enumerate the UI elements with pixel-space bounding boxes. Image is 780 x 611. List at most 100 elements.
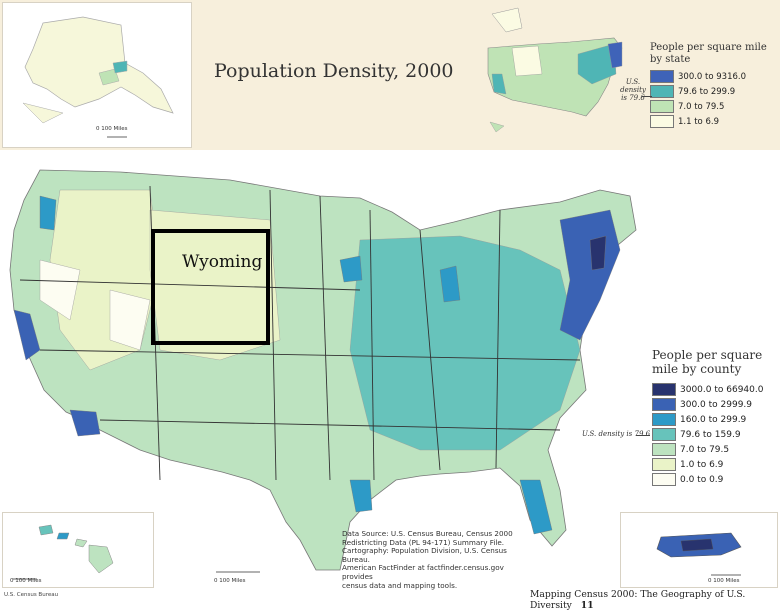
puerto-rico-map <box>656 532 742 576</box>
hawaii-mini <box>489 121 505 133</box>
alaska-scale-label: 0 100 Miles <box>96 126 128 132</box>
state-legend-label: 300.0 to 9316.0 <box>678 71 747 82</box>
state-border <box>99 419 561 431</box>
county-legend-swatch <box>652 428 676 441</box>
northeast-corridor <box>559 209 621 341</box>
state-legend-swatch <box>650 115 674 128</box>
alaska-region <box>112 60 128 74</box>
state-us-density-1: U.S. <box>625 78 641 86</box>
footer-publication: Mapping Census 2000: The Geography of U.… <box>530 589 746 611</box>
source-line: Redistricting Data (PL 94-171) Summary F… <box>342 537 505 547</box>
county-legend-swatch <box>652 413 676 426</box>
state-legend-swatch <box>650 85 674 98</box>
footer-page-number: 11 <box>580 600 594 611</box>
state-legend-row: 7.0 to 79.5 <box>650 99 767 114</box>
county-legend-label: 3000.0 to 66940.0 <box>680 384 764 395</box>
county-legend-row: 3000.0 to 66940.0 <box>652 382 763 397</box>
data-source-note: Data Source: U.S. Census Bureau, Census … <box>342 529 532 590</box>
state-legend-label: 1.1 to 6.9 <box>678 116 719 127</box>
state-us-density-note: U.S. density is 79.6 <box>618 78 648 102</box>
nevada-region <box>109 289 151 351</box>
county-legend-row: 300.0 to 2999.9 <box>652 397 763 412</box>
footer-title: Mapping Census 2000: The Geography of U.… <box>530 589 780 611</box>
seattle <box>39 195 57 231</box>
puerto-rico-region <box>680 538 714 552</box>
pr-scale-label: 0 100 Miles <box>708 578 740 584</box>
alaska-region <box>98 68 120 86</box>
state-border <box>19 279 361 291</box>
county-legend-label: 1.0 to 6.9 <box>680 459 724 470</box>
state-legend-title-1: People per square mile <box>650 42 767 53</box>
county-legend-row: 1.0 to 6.9 <box>652 457 763 472</box>
hawaii-island <box>74 538 88 548</box>
alaska-map <box>22 16 174 138</box>
nyc-metro <box>589 235 607 271</box>
state-legend-label: 79.6 to 299.9 <box>678 86 736 97</box>
state-legend-row: 79.6 to 299.9 <box>650 84 767 99</box>
county-legend-title-1: People per square <box>652 348 763 362</box>
state-density-tick <box>642 96 652 97</box>
state-legend-classes: 300.0 to 9316.0 79.6 to 299.9 7.0 to 79.… <box>650 69 767 129</box>
wyoming-highlight-box <box>151 229 270 345</box>
county-legend-label: 300.0 to 2999.9 <box>680 399 753 410</box>
state-legend-title-2: by state <box>650 54 691 65</box>
hawaii-island <box>38 524 54 536</box>
county-us-density-note: U.S. density is 79.6 <box>582 430 651 438</box>
east-medium-density <box>349 235 581 451</box>
county-legend-label: 0.0 to 0.9 <box>680 474 724 485</box>
houston <box>349 479 373 513</box>
alaska-inset <box>2 2 192 148</box>
county-density-map <box>9 169 637 571</box>
mountain-low-density <box>149 209 281 361</box>
county-legend-label: 160.0 to 299.9 <box>680 414 747 425</box>
county-legend-row: 0.0 to 0.9 <box>652 472 763 487</box>
county-legend-row: 7.0 to 79.5 <box>652 442 763 457</box>
state-legend-swatch <box>650 100 674 113</box>
footer-publisher: U.S. Census Bureau <box>4 592 59 598</box>
state-legend-row: 300.0 to 9316.0 <box>650 69 767 84</box>
county-legend-swatch <box>652 383 676 396</box>
minneapolis <box>339 255 363 283</box>
county-legend-title-2: mile by county <box>652 362 742 376</box>
state-border <box>269 189 277 481</box>
state-border <box>369 209 375 481</box>
alaska-mini <box>491 7 523 33</box>
state-mini-region <box>491 73 507 95</box>
source-line: Cartography: Population Division, U.S. C… <box>342 546 507 564</box>
hawaii-island <box>88 544 114 574</box>
county-legend-classes: 3000.0 to 66940.0 300.0 to 2999.9 160.0 … <box>652 382 763 487</box>
hawaii-scale-label: 0 100 Miles <box>10 578 42 584</box>
county-density-tick <box>636 435 650 436</box>
state-legend-swatch <box>650 70 674 83</box>
state-mini-region <box>577 43 617 85</box>
state-inset <box>482 4 628 144</box>
source-line: Data Source: U.S. Census Bureau, Census … <box>342 529 513 538</box>
state-borders <box>19 185 581 481</box>
los-angeles <box>69 409 101 437</box>
state-legend-row: 1.1 to 6.9 <box>650 114 767 129</box>
state-mini-region <box>607 41 623 69</box>
county-legend-label: 79.6 to 159.9 <box>680 429 741 440</box>
county-legend-row: 160.0 to 299.9 <box>652 412 763 427</box>
puerto-rico-inset <box>620 512 778 588</box>
state-border <box>419 229 441 471</box>
hawaii-island <box>56 532 70 540</box>
state-us-density-3: is 79.6 <box>621 94 645 102</box>
state-border <box>39 349 581 361</box>
chicago <box>439 265 461 303</box>
map-title: Population Density, 2000 <box>214 60 454 82</box>
county-legend-row: 79.6 to 159.9 <box>652 427 763 442</box>
aleutian-islands <box>22 102 64 124</box>
state-legend: People per square mile by state 300.0 to… <box>650 42 767 129</box>
state-border <box>319 195 331 481</box>
state-border <box>495 209 501 469</box>
county-legend-label: 7.0 to 79.5 <box>680 444 730 455</box>
wyoming-label: Wyoming <box>182 252 263 272</box>
source-line: census data and mapping tools. <box>342 580 458 590</box>
hawaii-map <box>13 524 114 580</box>
florida-coast <box>519 479 553 535</box>
hawaii-inset <box>2 512 154 588</box>
alaska-shape <box>24 16 174 114</box>
state-legend-label: 7.0 to 79.5 <box>678 101 725 112</box>
state-mini-region <box>511 45 543 77</box>
